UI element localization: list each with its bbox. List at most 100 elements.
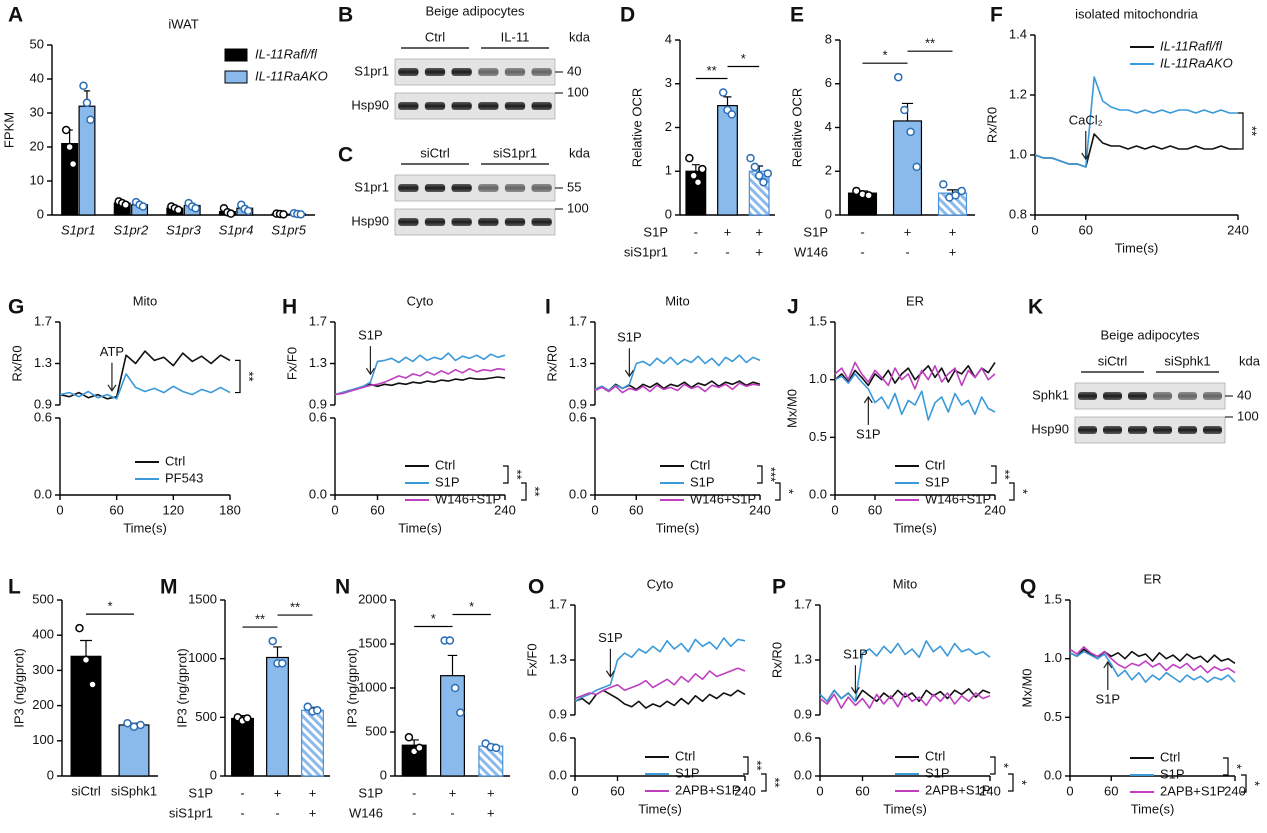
y-axis-label: IP3 (ng/gprot)	[174, 648, 189, 728]
significance-bracket	[757, 465, 763, 484]
condition-value: -	[860, 224, 864, 239]
significance: *	[997, 763, 1012, 768]
y-tick-label: 0.0	[1044, 767, 1062, 782]
line	[1034, 76, 1238, 168]
blot-band	[398, 218, 419, 226]
data-point	[278, 659, 287, 668]
significance-bracket	[991, 465, 997, 484]
data-point	[685, 153, 694, 163]
data-point	[689, 171, 698, 180]
blot-band	[1153, 426, 1172, 434]
x-tick-label: 60	[1104, 783, 1118, 798]
y-tick-label: 100	[32, 732, 54, 747]
significance: **	[510, 469, 525, 479]
bar	[231, 717, 254, 777]
blot-title: Beige adipocytes	[1100, 327, 1200, 342]
y-tick-label: 4	[665, 31, 672, 46]
y-axis-label: Rx/R0	[769, 642, 784, 678]
condition-value: +	[724, 224, 732, 239]
condition-name: siS1pr1	[169, 805, 213, 820]
data-point	[746, 153, 755, 163]
blot-background	[1074, 382, 1226, 410]
data-point	[313, 706, 322, 715]
legend-label: IL-11RaAKO	[255, 68, 328, 83]
y-axis-label: Rx/R0	[9, 345, 24, 381]
error-bar	[447, 654, 458, 676]
legend-label: PF543	[165, 470, 203, 485]
blot-band	[504, 68, 526, 76]
legend-label: IL-11Rafl/fl	[1160, 38, 1223, 53]
y-tick-label: 40	[30, 70, 44, 85]
y-tick-label: 50	[30, 36, 44, 51]
legend-label: 2APB+S1P	[1160, 783, 1225, 798]
blot-band	[1203, 426, 1222, 434]
event-arrow	[365, 346, 375, 376]
y-tick-label: 0.0	[34, 486, 52, 501]
event-arrow	[1103, 660, 1113, 690]
blot-band	[504, 218, 526, 226]
y-tick-label: 1.0	[809, 371, 827, 386]
y-tick-label: 300	[32, 662, 54, 677]
y-axis-label: Relative OCR	[789, 88, 804, 167]
event-arrow	[1081, 131, 1091, 161]
chart-title: Mito	[893, 576, 918, 591]
data-point	[121, 200, 130, 210]
blot-band	[451, 218, 472, 226]
significance: **	[528, 486, 543, 496]
blot-band	[1128, 426, 1147, 434]
x-tick-label: S1pr1	[61, 222, 96, 237]
group-label: siCtrl	[1098, 353, 1128, 368]
y-tick-label: 1.4	[1009, 26, 1027, 41]
blot-band	[398, 102, 419, 110]
chart-title: iWAT	[168, 16, 198, 31]
y-axis-label: Rx/R0	[984, 107, 999, 143]
blot-band	[478, 184, 499, 192]
x-tick-label: 240	[984, 502, 1006, 517]
data-point	[226, 209, 236, 218]
marker-label: 100	[567, 200, 589, 215]
line	[574, 637, 746, 702]
condition-name: siS1pr1	[624, 244, 668, 259]
blot-band	[424, 218, 446, 226]
y-tick-label: 0.0	[549, 767, 567, 782]
significance: *	[107, 599, 112, 614]
panel-label: H	[282, 296, 297, 319]
legend-label: Ctrl	[690, 457, 710, 472]
x-axis-label: Time(s)	[883, 801, 927, 816]
significance: *	[1016, 489, 1031, 494]
data-point	[445, 636, 455, 645]
legend-label: W146+S1P	[435, 491, 501, 506]
data-point	[81, 655, 91, 665]
blot-band	[1153, 392, 1172, 400]
chart-title: Cyto	[407, 293, 434, 308]
data-point	[79, 81, 88, 91]
unit-label: kda	[1239, 353, 1261, 368]
event-arrow	[107, 362, 117, 392]
x-axis-label: Time(s)	[123, 520, 167, 535]
legend-label: Ctrl	[925, 457, 945, 472]
condition-value: +	[487, 805, 495, 820]
significance: *	[1248, 781, 1263, 786]
panel-label: K	[1028, 296, 1043, 319]
x-axis-label: Time(s)	[1131, 801, 1175, 816]
blot-band	[1203, 392, 1222, 400]
legend-label: 2APB+S1P	[675, 782, 740, 797]
condition-value: -	[905, 244, 909, 259]
x-tick-label: 60	[868, 502, 882, 517]
legend-label: Ctrl	[675, 748, 695, 763]
line	[334, 367, 506, 396]
y-tick-label: 0	[825, 206, 832, 221]
data-point	[65, 142, 74, 152]
bar	[61, 143, 79, 216]
legend-label: IL-11RaAKO	[1160, 55, 1233, 70]
y-axis-label: Mx/M0	[1019, 669, 1034, 708]
x-tick-label: 60	[1079, 222, 1093, 237]
data-point	[415, 743, 424, 753]
data-point	[698, 164, 707, 174]
data-point	[864, 191, 873, 200]
significance-bracket	[521, 482, 527, 501]
x-axis-label: Time(s)	[656, 520, 700, 535]
condition-value: -	[860, 244, 864, 259]
legend-label: S1P	[1160, 766, 1185, 781]
data-point	[754, 171, 764, 180]
